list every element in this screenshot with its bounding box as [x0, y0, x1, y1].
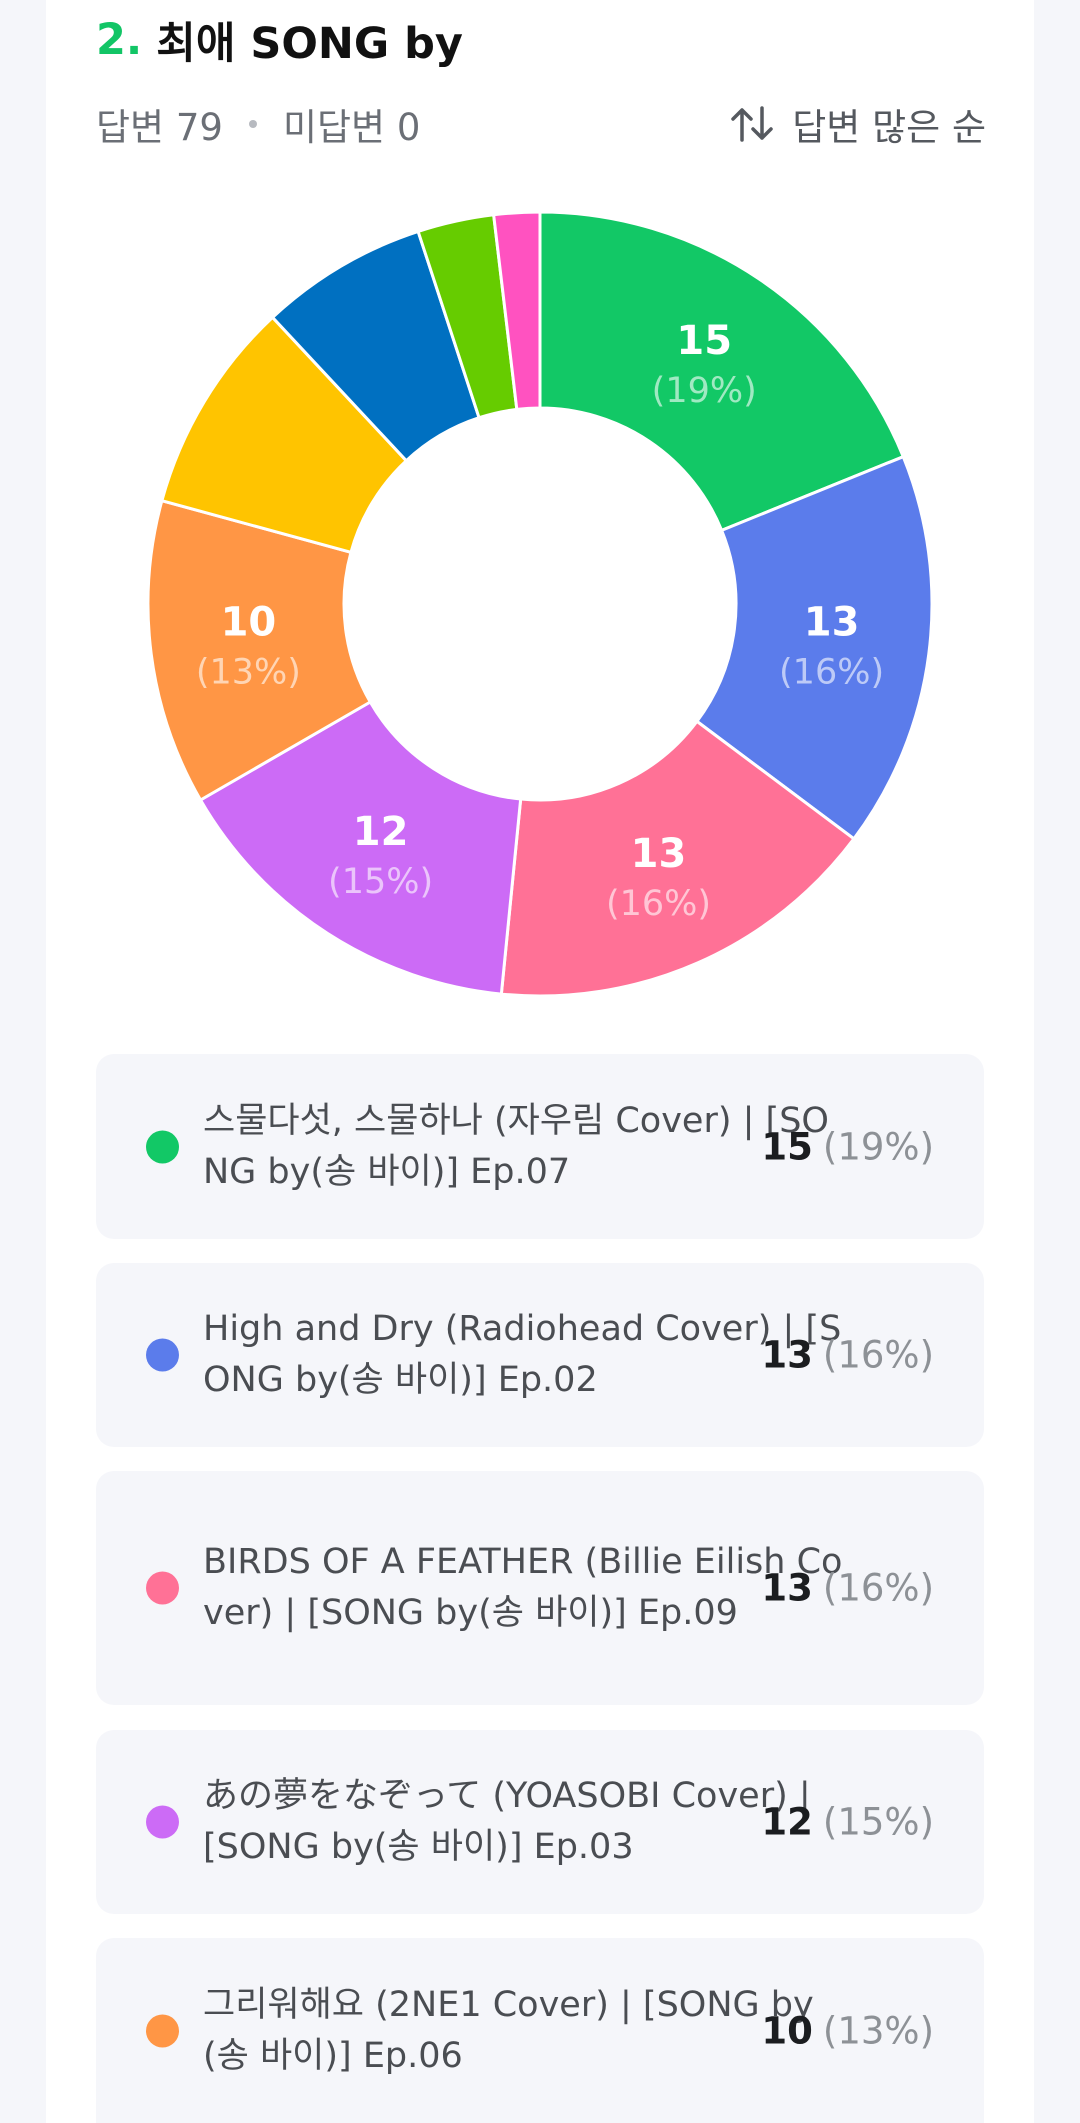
legend-percent: (19%) [822, 1125, 934, 1168]
response-stats: 답변 79 미답변 0 [96, 98, 420, 150]
legend-item[interactable]: 그리워해요 (2NE1 Cover) | [SONG by(송 바이)] Ep.… [96, 1938, 984, 2123]
sort-label: 답변 많은 순 [792, 106, 986, 149]
donut-slice [499, 719, 857, 998]
legend-color-dot [146, 2014, 179, 2047]
donut-slice [538, 210, 906, 533]
donut-slice [694, 454, 934, 841]
legend-count-value: 10 [761, 2009, 813, 2052]
legend-count: 15 (19%) [761, 1125, 934, 1168]
legend-label: 스물다섯, 스물하나 (자우림 Cover) | [SONG by(송 바이)]… [203, 1100, 829, 1192]
legend-item[interactable]: BIRDS OF A FEATHER (Billie Eilish Cover)… [96, 1471, 984, 1705]
sort-arrows-icon [731, 106, 774, 142]
legend-item[interactable]: High and Dry (Radiohead Cover) | [SONG b… [96, 1263, 984, 1447]
legend-count: 12 (15%) [761, 1801, 934, 1844]
slice-percent-label: (16%) [606, 884, 711, 924]
slice-value-label: 13 [804, 600, 860, 646]
legend-color-dot [146, 1805, 179, 1839]
legend-count: 10 (13%) [761, 2009, 934, 2052]
legend-count-value: 12 [761, 1800, 813, 1844]
legend-color-dot [146, 1338, 179, 1372]
legend-item[interactable]: あの夢をなぞって (YOASOBI Cover) | [SONG by(송 바이… [96, 1730, 984, 1914]
question-number: 2. [96, 15, 143, 65]
legend-label: 그리워해요 (2NE1 Cover) | [SONG by(송 바이)] Ep.… [203, 1984, 814, 2076]
donut-chart: 15 (19%) 13 (16%) 13 (16%) 12 (15%) 10 (13%) [146, 210, 934, 998]
donut-slice [198, 699, 523, 996]
slice-value-label: 10 [221, 600, 277, 646]
slice-percent-label: (15%) [328, 862, 433, 902]
legend-label: BIRDS OF A FEATHER (Billie Eilish Cover)… [203, 1542, 843, 1633]
question-title: 2. 최애 SONG by [96, 10, 463, 70]
legend-label: High and Dry (Radiohead Cover) | [SONG b… [203, 1309, 842, 1400]
legend-count-value: 13 [761, 1333, 813, 1377]
donut-slice [146, 498, 373, 803]
legend-percent: (13%) [822, 2009, 934, 2052]
slice-value-label: 12 [353, 809, 409, 855]
sort-button[interactable]: 답변 많은 순 [730, 98, 986, 150]
slice-value-label: 15 [676, 318, 732, 364]
slice-percent-label: (16%) [779, 653, 884, 693]
legend-color-dot [146, 1571, 179, 1605]
legend-count-value: 15 [761, 1125, 813, 1168]
answered-count: 답변 79 [96, 106, 223, 149]
legend-label: あの夢をなぞって (YOASOBI Cover) | [SONG by(송 바이… [203, 1776, 811, 1867]
separator-dot [248, 120, 257, 128]
legend-color-dot [146, 1130, 179, 1163]
legend-count: 13 (16%) [761, 1334, 934, 1377]
slice-percent-label: (13%) [196, 653, 301, 693]
unanswered-count: 미답변 0 [282, 106, 421, 149]
slice-value-label: 13 [631, 831, 687, 877]
legend-count-value: 13 [761, 1566, 813, 1610]
legend-percent: (15%) [822, 1800, 934, 1844]
legend-count: 13 (16%) [761, 1567, 934, 1610]
legend-item[interactable]: 스물다섯, 스물하나 (자우림 Cover) | [SONG by(송 바이)]… [96, 1054, 984, 1239]
donut-slice [491, 210, 542, 412]
legend-percent: (16%) [822, 1333, 934, 1377]
legend-percent: (16%) [822, 1566, 934, 1610]
slice-percent-label: (19%) [652, 371, 757, 411]
question-title-text: 최애 SONG by [156, 19, 463, 69]
